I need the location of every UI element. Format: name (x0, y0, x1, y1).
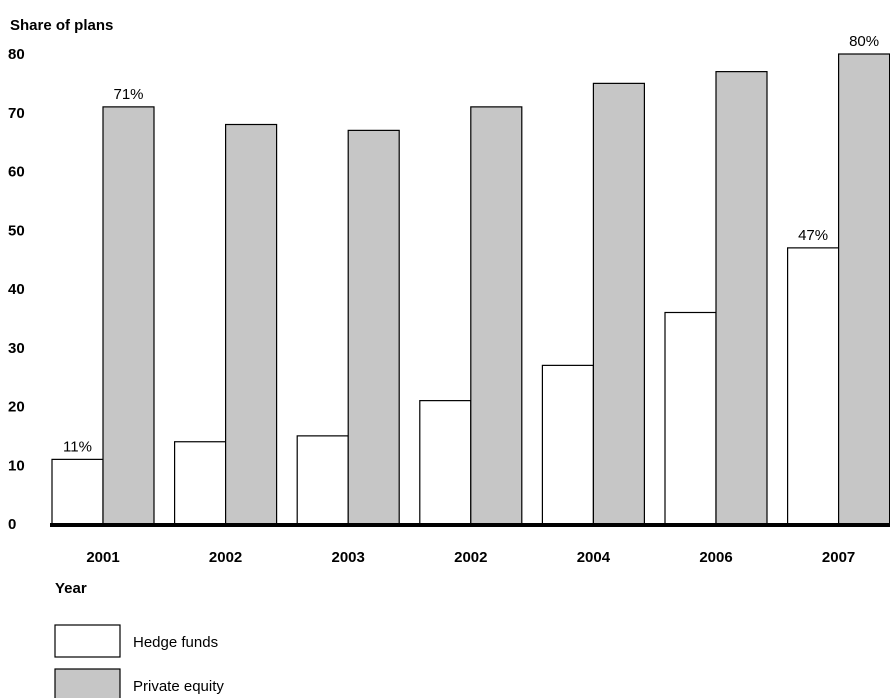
bar-private-equity (592, 82, 646, 525)
bar-hedge-funds (174, 441, 227, 525)
x-tick-label: 2006 (699, 549, 732, 566)
x-tick-label: 2007 (822, 549, 855, 566)
y-axis-ticks: 0 10 20 30 40 50 60 70 80 (8, 46, 25, 533)
x-tick-label: 2004 (577, 549, 611, 566)
bar-private-equity (225, 123, 278, 525)
bar-private-equity (347, 129, 400, 525)
legend-label: Private equity (133, 678, 224, 695)
x-tick-label: 2002 (454, 549, 487, 566)
x-axis-ticks: 2001 2002 2003 2002 2004 2006 2007 (86, 549, 855, 566)
y-tick-label: 30 (8, 340, 25, 357)
data-label: 11% (63, 438, 92, 455)
y-tick-label: 20 (8, 399, 25, 416)
bars (51, 53, 890, 525)
bar-hedge-funds (541, 364, 595, 525)
x-axis-label: Year (55, 580, 87, 597)
legend-swatch (54, 668, 121, 698)
bar-hedge-funds (419, 400, 472, 525)
y-tick-label: 10 (8, 457, 25, 474)
y-tick-label: 40 (8, 281, 25, 298)
bar-private-equity (837, 53, 890, 525)
bar-private-equity (470, 106, 523, 525)
bar-private-equity (715, 71, 768, 525)
bar-hedge-funds (51, 458, 104, 525)
x-tick-label: 2001 (86, 549, 119, 566)
bar-private-equity (102, 106, 155, 525)
y-axis-label: Share of plans (10, 17, 113, 34)
y-tick-label: 70 (8, 105, 25, 122)
data-label: 47% (798, 227, 828, 244)
y-tick-label: 80 (8, 46, 25, 63)
y-tick-label: 50 (8, 222, 25, 239)
data-labels: 11% 71% 47% 80% (63, 33, 879, 455)
legend: Hedge funds Private equity (54, 624, 224, 698)
x-tick-label: 2003 (332, 549, 365, 566)
y-tick-label: 60 (8, 164, 25, 181)
bar-hedge-funds (664, 311, 717, 525)
data-label: 80% (849, 33, 879, 50)
x-tick-label: 2002 (209, 549, 242, 566)
bar-hedge-funds (296, 435, 349, 525)
legend-swatch (54, 624, 121, 658)
legend-label: Hedge funds (133, 634, 218, 651)
y-tick-label: 0 (8, 516, 16, 533)
data-label: 71% (113, 86, 143, 103)
bar-hedge-funds (786, 247, 840, 525)
